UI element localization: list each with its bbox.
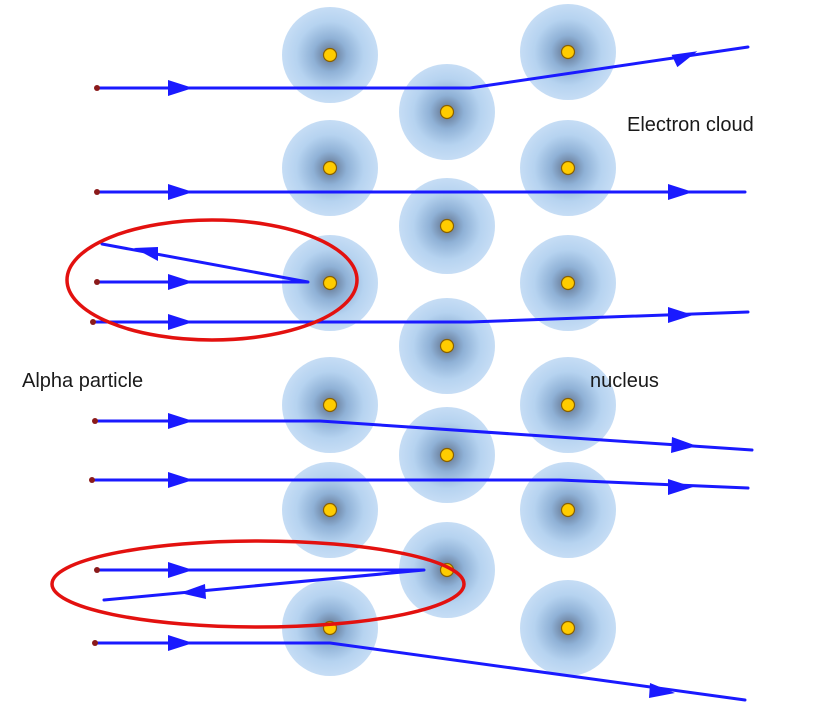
arrow-icon <box>649 683 675 698</box>
highlight-ellipse-upper <box>65 218 359 342</box>
track-8-deflected-down <box>93 641 747 702</box>
arrow-icon <box>168 635 193 651</box>
atom <box>520 4 616 100</box>
nucleus <box>322 397 338 413</box>
arrow-icon <box>180 584 206 599</box>
source-dot <box>90 319 96 325</box>
nucleus <box>560 397 576 413</box>
nucleus-label: nucleus <box>590 370 659 392</box>
arrow-icon <box>668 184 693 200</box>
atom <box>520 235 616 331</box>
atom <box>520 580 616 676</box>
source-dot <box>94 567 100 573</box>
source-dot <box>92 418 98 424</box>
electron-cloud-label: Electron cloud <box>627 114 754 136</box>
track-7-reflected <box>95 568 426 602</box>
arrow-icon <box>168 80 193 96</box>
arrow-icon <box>168 413 193 429</box>
nucleus <box>322 502 338 518</box>
nucleus <box>439 447 455 463</box>
nucleus <box>322 275 338 291</box>
nucleus <box>439 104 455 120</box>
track-4-slight-up <box>91 310 750 324</box>
arrow-icon <box>168 562 193 578</box>
source-dot <box>94 279 100 285</box>
atom <box>282 235 378 331</box>
atom <box>520 462 616 558</box>
arrow-icon <box>668 479 693 495</box>
arrow-icon <box>134 247 158 261</box>
source-dot <box>89 477 95 483</box>
nucleus <box>322 47 338 63</box>
source-dot <box>94 85 100 91</box>
alpha-particle-label: Alpha particle <box>22 370 144 392</box>
arrow-icon <box>671 51 698 68</box>
arrow-icon <box>168 274 193 290</box>
atom <box>282 462 378 558</box>
track-3-reflected <box>95 242 310 284</box>
atom <box>399 298 495 394</box>
atom <box>282 120 378 216</box>
atom-grid <box>282 4 616 676</box>
highlight-ellipse-lower <box>50 539 466 629</box>
nucleus <box>439 218 455 234</box>
track-1-deflected-up <box>95 45 750 90</box>
atom <box>399 64 495 160</box>
direction-arrows <box>134 51 698 698</box>
atom <box>520 120 616 216</box>
source-dot <box>94 189 100 195</box>
nucleus <box>560 502 576 518</box>
atom <box>399 178 495 274</box>
nucleus <box>560 160 576 176</box>
atom <box>520 357 616 453</box>
nucleus <box>322 160 338 176</box>
highlight-ellipses <box>50 218 466 629</box>
atom <box>282 357 378 453</box>
arrow-icon <box>168 184 193 200</box>
atom <box>282 7 378 103</box>
arrow-icon <box>668 307 693 323</box>
particle-sources <box>89 85 100 646</box>
arrow-icon <box>671 437 697 453</box>
nucleus <box>560 620 576 636</box>
atom <box>399 407 495 503</box>
nucleus <box>560 275 576 291</box>
arrow-icon <box>168 472 193 488</box>
nucleus <box>439 338 455 354</box>
nucleus <box>560 44 576 60</box>
source-dot <box>92 640 98 646</box>
arrow-icon <box>168 314 193 330</box>
